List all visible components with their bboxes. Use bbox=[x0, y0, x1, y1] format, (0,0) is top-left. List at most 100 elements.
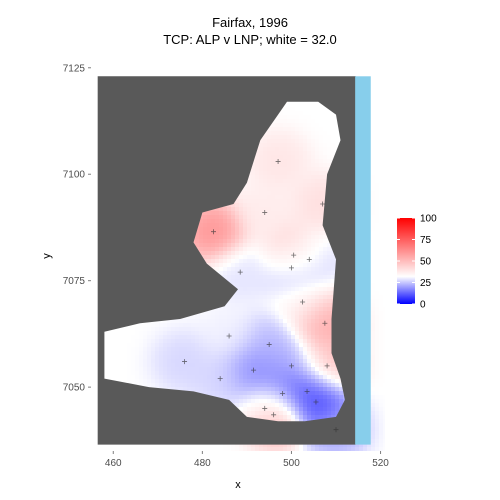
heat-cell bbox=[323, 151, 328, 156]
heat-cell bbox=[95, 131, 100, 136]
heat-cell bbox=[287, 219, 292, 224]
heat-cell bbox=[339, 55, 344, 60]
heat-cell bbox=[267, 307, 272, 312]
heat-cell bbox=[219, 71, 224, 76]
heat-cell bbox=[275, 259, 280, 264]
heat-cell bbox=[279, 63, 284, 68]
heat-cell bbox=[247, 303, 252, 308]
heat-cell bbox=[375, 171, 380, 176]
heat-cell bbox=[379, 195, 384, 200]
heat-cell bbox=[355, 55, 360, 60]
heat-cell bbox=[319, 255, 324, 260]
heat-cell bbox=[247, 255, 252, 260]
heat-cell bbox=[215, 239, 220, 244]
heat-cell bbox=[307, 203, 312, 208]
heat-cell bbox=[95, 159, 100, 164]
heat-cell bbox=[223, 315, 228, 320]
heat-cell bbox=[379, 227, 384, 232]
heat-cell bbox=[227, 307, 232, 312]
heat-cell bbox=[255, 319, 260, 324]
heat-cell bbox=[379, 263, 384, 268]
heat-cell bbox=[375, 307, 380, 312]
heat-cell bbox=[307, 263, 312, 268]
heat-cell bbox=[299, 127, 304, 132]
heat-cell bbox=[99, 55, 104, 60]
heat-cell bbox=[319, 103, 324, 108]
heat-cell bbox=[315, 123, 320, 128]
heat-cell bbox=[263, 131, 268, 136]
heat-cell bbox=[303, 71, 308, 76]
heat-cell bbox=[223, 67, 228, 72]
heat-cell bbox=[283, 251, 288, 256]
heat-cell bbox=[275, 251, 280, 256]
heat-cell bbox=[263, 263, 268, 268]
heat-cell bbox=[243, 279, 248, 284]
heat-cell bbox=[215, 255, 220, 260]
heat-cell bbox=[267, 235, 272, 240]
heat-cell bbox=[379, 191, 384, 196]
heat-cell bbox=[307, 179, 312, 184]
heat-cell bbox=[279, 207, 284, 212]
heat-cell bbox=[283, 283, 288, 288]
heat-cell bbox=[259, 179, 264, 184]
heat-cell bbox=[375, 139, 380, 144]
heat-cell bbox=[283, 219, 288, 224]
heat-cell bbox=[131, 67, 136, 72]
heat-cell bbox=[319, 123, 324, 128]
heat-cell bbox=[279, 195, 284, 200]
heat-cell bbox=[91, 171, 96, 176]
heat-cell bbox=[95, 71, 100, 76]
heat-cell bbox=[287, 175, 292, 180]
heat-cell bbox=[231, 227, 236, 232]
heat-cell bbox=[259, 279, 264, 284]
heat-cell bbox=[375, 179, 380, 184]
heat-cell bbox=[275, 267, 280, 272]
heat-cell bbox=[95, 119, 100, 124]
heat-cell bbox=[287, 111, 292, 116]
heat-cell bbox=[231, 307, 236, 312]
heat-cell bbox=[375, 259, 380, 264]
heat-cell bbox=[95, 299, 100, 304]
heat-cell bbox=[375, 239, 380, 244]
heat-cell bbox=[163, 59, 168, 64]
heat-cell bbox=[375, 231, 380, 236]
heat-cell bbox=[279, 219, 284, 224]
heat-cell bbox=[315, 179, 320, 184]
heat-cell bbox=[279, 111, 284, 116]
heat-cell bbox=[263, 219, 268, 224]
heat-cell bbox=[263, 63, 268, 68]
heat-cell bbox=[295, 311, 300, 316]
heat-cell bbox=[315, 195, 320, 200]
heat-cell bbox=[263, 135, 268, 140]
heat-cell bbox=[95, 315, 100, 320]
heat-cell bbox=[219, 271, 224, 276]
heat-cell bbox=[291, 131, 296, 136]
heat-cell bbox=[227, 59, 232, 64]
heat-cell bbox=[375, 163, 380, 168]
heat-cell bbox=[315, 63, 320, 68]
heat-cell bbox=[291, 299, 296, 304]
heat-cell bbox=[199, 231, 204, 236]
heat-cell bbox=[107, 59, 112, 64]
heat-cell bbox=[203, 315, 208, 320]
heat-cell bbox=[291, 167, 296, 172]
heat-cell bbox=[371, 219, 376, 224]
heat-cell bbox=[383, 255, 385, 260]
heat-cell bbox=[371, 287, 376, 292]
heat-cell bbox=[303, 219, 308, 224]
heat-cell bbox=[263, 227, 268, 232]
heat-cell bbox=[243, 263, 248, 268]
heat-cell bbox=[263, 291, 268, 296]
heat-cell bbox=[335, 131, 340, 136]
heat-cell bbox=[311, 191, 316, 196]
heat-cell bbox=[299, 307, 304, 312]
heat-cell bbox=[299, 107, 304, 112]
heat-cell bbox=[267, 315, 272, 320]
heat-cell bbox=[195, 319, 200, 324]
heat-cell bbox=[207, 239, 212, 244]
heat-cell bbox=[383, 315, 385, 320]
heat-cell bbox=[307, 123, 312, 128]
heat-cell bbox=[95, 111, 100, 116]
heat-cell bbox=[383, 87, 385, 92]
heat-cell bbox=[235, 291, 240, 296]
